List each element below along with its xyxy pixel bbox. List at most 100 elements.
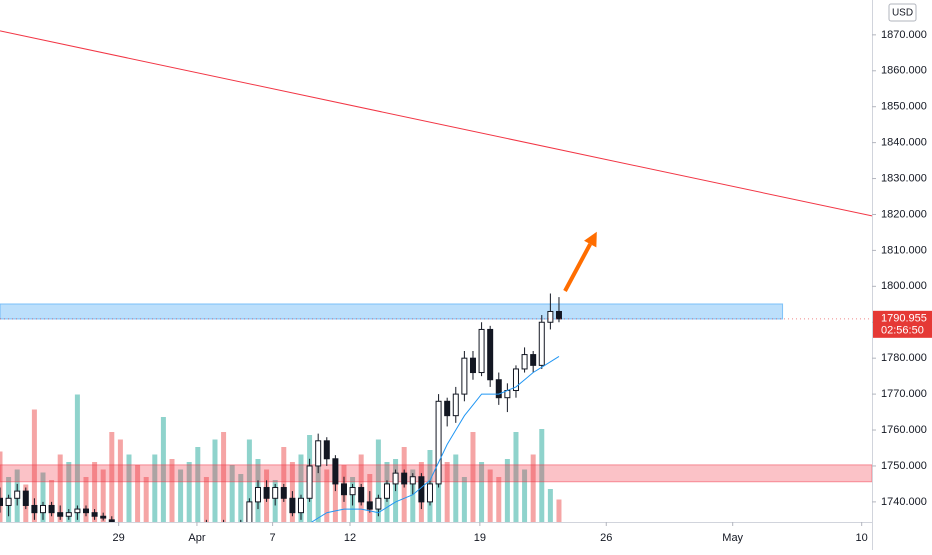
candle-body bbox=[246, 501, 253, 522]
volume-bar bbox=[49, 480, 55, 522]
countdown-label: 02:56:50 bbox=[881, 325, 924, 337]
candle-body bbox=[452, 393, 459, 417]
candle-body bbox=[74, 508, 81, 514]
volume-bar bbox=[530, 454, 536, 522]
candle-body bbox=[478, 328, 485, 374]
volume-bar bbox=[186, 462, 192, 522]
candle-body bbox=[57, 512, 64, 517]
y-tick-label: 1850.000 bbox=[881, 101, 927, 113]
last-price-label: 1790.955 bbox=[881, 313, 927, 325]
y-tick-label: 1800.000 bbox=[881, 280, 927, 292]
y-tick-label: 1780.000 bbox=[881, 352, 927, 364]
candle-body bbox=[82, 508, 89, 514]
y-tick-label: 1840.000 bbox=[881, 137, 927, 149]
candle-body bbox=[469, 357, 476, 374]
candle-body bbox=[297, 497, 304, 514]
candle-body bbox=[375, 497, 382, 510]
candle-body bbox=[340, 483, 347, 496]
volume-bar bbox=[229, 465, 235, 522]
volume-bar bbox=[513, 432, 519, 522]
volume-bar bbox=[453, 454, 459, 522]
volume-bar bbox=[504, 459, 510, 522]
candle-body bbox=[280, 487, 287, 499]
y-tick-label: 1870.000 bbox=[881, 29, 927, 41]
candle-body bbox=[332, 458, 339, 485]
candle-body bbox=[272, 487, 279, 499]
volume-bar bbox=[203, 477, 209, 522]
y-tick-label: 1830.000 bbox=[881, 172, 927, 184]
candle-body bbox=[315, 440, 322, 467]
volume-bar bbox=[100, 469, 106, 522]
candle-body bbox=[555, 310, 562, 320]
volume-bar bbox=[547, 489, 553, 522]
candle-body bbox=[512, 368, 519, 392]
currency-box[interactable] bbox=[888, 3, 917, 22]
candle-body bbox=[108, 519, 115, 522]
arrow-shaft bbox=[563, 243, 592, 292]
y-tick-label: 1750.000 bbox=[881, 460, 927, 472]
x-tick-label: May bbox=[722, 532, 743, 544]
volume-bar bbox=[496, 477, 502, 522]
volume-bar bbox=[375, 439, 381, 522]
candle-body bbox=[31, 504, 38, 514]
volume-bar bbox=[315, 447, 321, 522]
candle-body bbox=[0, 497, 3, 506]
candle-body bbox=[5, 497, 12, 506]
candle-body bbox=[383, 483, 390, 499]
volume-bar bbox=[195, 447, 201, 522]
candle-body bbox=[495, 379, 502, 399]
candle-body bbox=[538, 321, 545, 366]
volume-bar bbox=[556, 499, 562, 522]
currency: USD bbox=[892, 8, 913, 19]
candle-body bbox=[306, 465, 313, 499]
candle-body bbox=[444, 400, 451, 417]
volume-bar bbox=[57, 454, 63, 522]
x-tick-label: 10 bbox=[856, 532, 868, 544]
trendline bbox=[0, 30, 872, 217]
x-tick-label: 29 bbox=[113, 532, 125, 544]
volume-bar bbox=[178, 469, 184, 522]
volume-bar bbox=[479, 462, 485, 522]
volume-bar bbox=[522, 469, 528, 522]
candle-body bbox=[487, 328, 494, 381]
candle-body bbox=[409, 476, 416, 485]
candle-body bbox=[263, 487, 270, 499]
candle-body bbox=[547, 310, 554, 323]
candle-body bbox=[39, 504, 46, 514]
candle-body bbox=[349, 487, 356, 496]
zone bbox=[0, 303, 784, 320]
x-tick-label: 26 bbox=[600, 532, 612, 544]
y-tick-label: 1740.000 bbox=[881, 496, 927, 508]
candle-body bbox=[100, 515, 107, 519]
volume-bar bbox=[470, 432, 476, 522]
candle-body bbox=[366, 501, 373, 510]
candle-body bbox=[48, 504, 55, 514]
volume-bar bbox=[238, 474, 244, 522]
y-tick-label: 1810.000 bbox=[881, 244, 927, 256]
volume-bar bbox=[160, 417, 166, 522]
x-tick-label: 19 bbox=[474, 532, 486, 544]
volume-bar bbox=[332, 462, 338, 522]
volume-bar bbox=[324, 469, 330, 522]
candle-body bbox=[91, 512, 98, 517]
volume-bar bbox=[126, 454, 132, 522]
volume-bar bbox=[117, 439, 123, 522]
arrow-head bbox=[584, 231, 597, 248]
candle-body bbox=[254, 487, 261, 503]
plot-area bbox=[0, 30, 872, 522]
y-tick-label: 1860.000 bbox=[881, 65, 927, 77]
candle-body bbox=[401, 472, 408, 485]
volume-bar bbox=[221, 432, 227, 522]
volume-bar bbox=[66, 462, 72, 522]
candle-body bbox=[14, 490, 21, 499]
x-tick-label: 7 bbox=[270, 532, 276, 544]
volume-bar bbox=[444, 462, 450, 522]
candle-body bbox=[461, 357, 468, 395]
candle-body bbox=[392, 472, 399, 485]
volume-bar bbox=[212, 439, 218, 522]
volume-bar bbox=[40, 472, 46, 522]
volume-bar bbox=[0, 451, 3, 522]
candle-body bbox=[289, 497, 296, 514]
volume-bar bbox=[298, 454, 304, 522]
volume-bar bbox=[539, 429, 545, 522]
